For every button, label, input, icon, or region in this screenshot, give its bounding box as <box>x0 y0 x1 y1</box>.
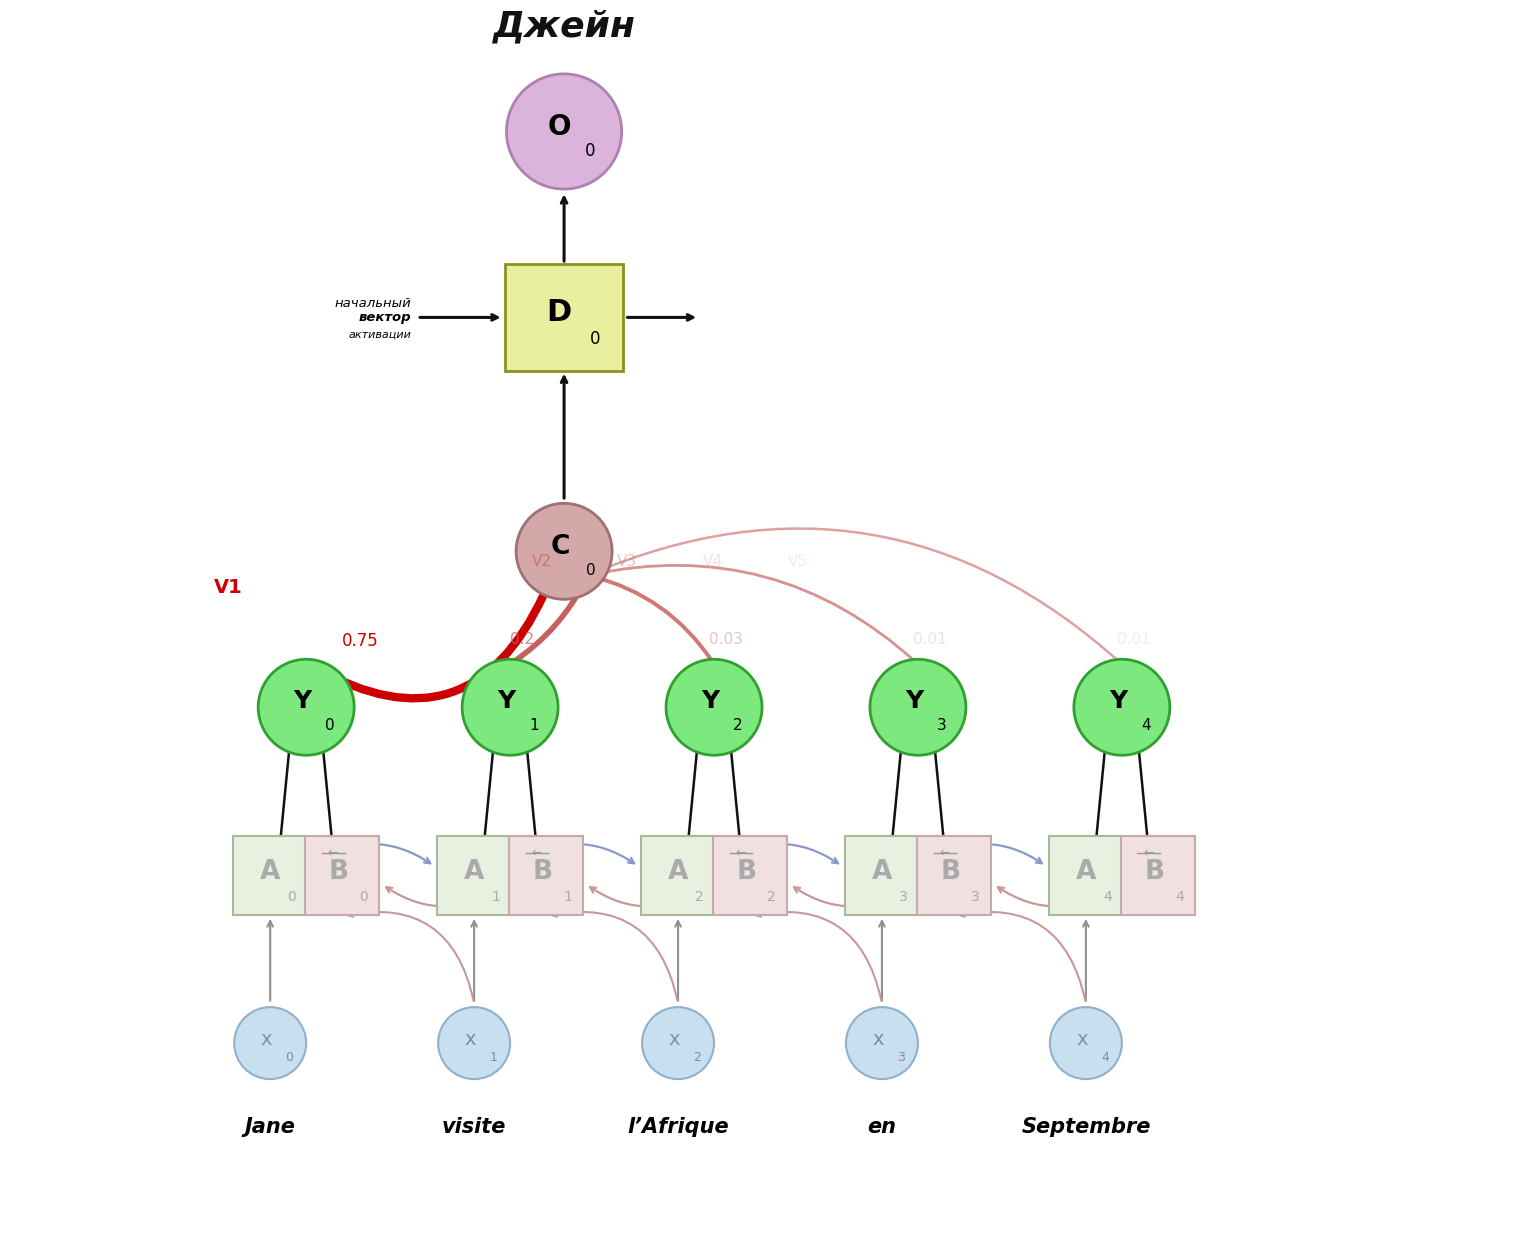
Text: 3: 3 <box>971 890 980 904</box>
Text: Y: Y <box>293 690 312 713</box>
Text: начальный: начальный <box>335 297 412 309</box>
Circle shape <box>438 1007 510 1079</box>
Circle shape <box>462 659 558 755</box>
Text: 0: 0 <box>585 564 596 578</box>
Text: Septembre: Septembre <box>1021 1117 1150 1137</box>
Text: B: B <box>533 859 553 885</box>
Text: V5: V5 <box>788 554 808 569</box>
Text: O: O <box>547 112 571 141</box>
Text: 1: 1 <box>490 1051 498 1064</box>
FancyBboxPatch shape <box>713 836 786 915</box>
Text: 0.01: 0.01 <box>1117 633 1150 648</box>
Text: 0: 0 <box>359 890 369 904</box>
FancyBboxPatch shape <box>233 836 307 915</box>
Text: 3: 3 <box>937 718 946 733</box>
Text: 0: 0 <box>326 718 335 733</box>
FancyBboxPatch shape <box>845 836 919 915</box>
Text: ←: ← <box>531 847 542 859</box>
Text: 0.03: 0.03 <box>710 633 743 648</box>
Text: l’Afrique: l’Afrique <box>627 1117 730 1137</box>
FancyBboxPatch shape <box>436 836 511 915</box>
Text: активации: активации <box>349 329 412 339</box>
Circle shape <box>233 1007 306 1079</box>
Text: Y: Y <box>498 690 516 713</box>
Circle shape <box>1051 1007 1121 1079</box>
Text: 0.01: 0.01 <box>912 633 946 648</box>
Text: A: A <box>1075 859 1097 885</box>
Text: V3: V3 <box>617 554 637 569</box>
Text: ←: ← <box>736 847 745 859</box>
Circle shape <box>507 74 622 189</box>
Text: C: C <box>551 534 570 560</box>
Text: x: x <box>872 1030 885 1049</box>
Text: 4: 4 <box>1175 890 1184 904</box>
Circle shape <box>1074 659 1170 755</box>
Text: 1: 1 <box>564 890 571 904</box>
Text: 2: 2 <box>733 718 743 733</box>
Text: 4: 4 <box>1101 1051 1109 1064</box>
Circle shape <box>869 659 966 755</box>
Text: V1: V1 <box>214 577 243 597</box>
Text: 0: 0 <box>585 142 596 159</box>
Text: x: x <box>261 1030 272 1049</box>
Text: ←: ← <box>327 847 338 859</box>
Text: A: A <box>668 859 688 885</box>
FancyBboxPatch shape <box>917 836 991 915</box>
Text: 2: 2 <box>696 890 703 904</box>
Text: A: A <box>872 859 892 885</box>
FancyBboxPatch shape <box>641 836 716 915</box>
FancyBboxPatch shape <box>1049 836 1123 915</box>
Text: 4: 4 <box>1103 890 1112 904</box>
Text: 0.75: 0.75 <box>343 632 378 650</box>
Text: Y: Y <box>905 690 923 713</box>
Text: V4: V4 <box>702 554 723 569</box>
Circle shape <box>642 1007 714 1079</box>
Text: B: B <box>940 859 960 885</box>
Text: 0: 0 <box>286 1051 293 1064</box>
Text: B: B <box>1144 859 1164 885</box>
Text: Y: Y <box>1109 690 1127 713</box>
Circle shape <box>846 1007 919 1079</box>
Text: Джейн: Джейн <box>493 10 636 44</box>
Text: 3: 3 <box>899 890 908 904</box>
Text: ←: ← <box>938 847 949 859</box>
Text: 0: 0 <box>590 330 601 349</box>
Text: x: x <box>1077 1030 1087 1049</box>
Text: 0: 0 <box>287 890 296 904</box>
Text: 2: 2 <box>693 1051 700 1064</box>
FancyBboxPatch shape <box>508 836 584 915</box>
Text: 3: 3 <box>897 1051 905 1064</box>
Text: visite: visite <box>442 1117 507 1137</box>
Text: D: D <box>547 298 571 328</box>
Text: Jane: Jane <box>244 1117 295 1137</box>
Text: x: x <box>465 1030 476 1049</box>
Circle shape <box>667 659 762 755</box>
Text: en: en <box>868 1117 897 1137</box>
FancyBboxPatch shape <box>306 836 379 915</box>
Text: вектор: вектор <box>358 311 412 324</box>
Text: 2: 2 <box>766 890 776 904</box>
Text: A: A <box>464 859 484 885</box>
Text: B: B <box>736 859 756 885</box>
Text: 4: 4 <box>1141 718 1150 733</box>
Text: B: B <box>329 859 349 885</box>
Text: V2: V2 <box>531 554 551 569</box>
Text: 0.2: 0.2 <box>510 633 535 648</box>
Text: x: x <box>668 1030 680 1049</box>
FancyBboxPatch shape <box>1121 836 1195 915</box>
Text: A: A <box>260 859 281 885</box>
Text: ←: ← <box>1143 847 1154 859</box>
Text: 1: 1 <box>530 718 539 733</box>
Text: Y: Y <box>702 690 719 713</box>
Circle shape <box>516 503 611 599</box>
FancyBboxPatch shape <box>505 265 624 371</box>
Text: 1: 1 <box>492 890 501 904</box>
Circle shape <box>258 659 355 755</box>
